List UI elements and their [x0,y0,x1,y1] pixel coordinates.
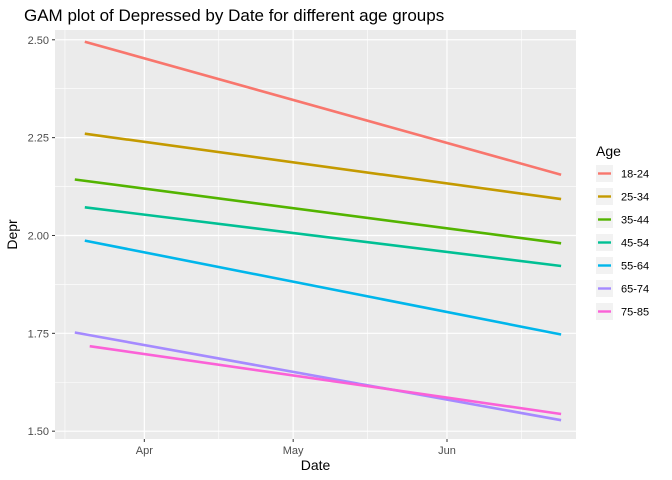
series-lines [74,40,562,422]
x-tick-label: Apr [136,445,153,457]
series-line-75-85 [89,344,562,416]
legend-label-65-74: 65-74 [621,284,649,296]
y-tick-label: 2.25 [28,133,49,145]
y-tick-label: 2.50 [28,35,49,47]
y-tick-label: 1.75 [28,328,49,340]
legend-label-25-34: 25-34 [621,192,649,204]
series-line-55-64 [84,239,562,336]
series-line-45-54 [84,206,562,268]
legend-label-18-24: 18-24 [621,169,649,181]
series-line-25-34 [84,132,562,201]
series-line-18-24 [84,40,562,177]
chart-title: GAM plot of Depressed by Date for differ… [24,6,444,25]
legend-title: Age [596,143,621,159]
x-axis-title: Date [301,457,331,473]
legend-label-45-54: 45-54 [621,238,649,250]
minor-grid [55,30,576,439]
legend-label-75-85: 75-85 [621,307,649,319]
series-line-65-74 [74,331,562,422]
x-axis: Apr May Jun [136,439,456,457]
series-line-35-44 [74,178,562,245]
legend: Age 18-24 25-34 35-44 45-54 55-64 65-74 75-85 [596,143,649,320]
legend-label-35-44: 35-44 [621,215,649,227]
y-axis-title: Depr [4,219,20,250]
x-tick-label: Jun [438,445,456,457]
y-axis: 1.50 1.75 2.00 2.25 2.50 [28,35,55,438]
y-tick-label: 2.00 [28,230,49,242]
legend-label-55-64: 55-64 [621,261,649,273]
x-tick-label: May [283,445,304,457]
y-tick-label: 1.50 [28,426,49,438]
